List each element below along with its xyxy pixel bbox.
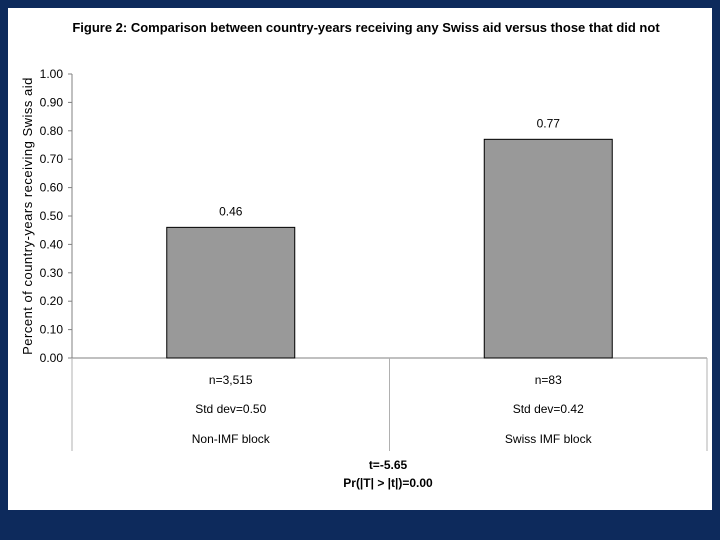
- t-statistic: t=-5.65: [369, 458, 408, 472]
- bar-value-label: 0.77: [537, 116, 561, 130]
- category-table-cell: n=83: [535, 373, 562, 387]
- y-tick-label: 0.50: [40, 209, 64, 223]
- p-value: Pr(|T| > |t|)=0.00: [343, 476, 433, 490]
- category-table-cell: n=3,515: [209, 373, 253, 387]
- plot-area: 0.00 0.10 0.20 0.30 0.40 0.50 0.60 0.70 0.80 0.90…: [40, 67, 708, 451]
- chart-title: Figure 2: Comparison between country-yea…: [72, 20, 660, 35]
- category-table-cell: Swiss IMF block: [505, 432, 593, 446]
- category-table-cell: Std dev=0.50: [195, 402, 266, 416]
- category-table-cell: Non-IMF block: [192, 432, 271, 446]
- y-tick-label: 0.40: [40, 237, 64, 251]
- y-axis-label: Percent of country-years receiving Swiss…: [20, 77, 35, 355]
- y-tick-label: 0.60: [40, 181, 64, 195]
- y-tick-label: 0.00: [40, 351, 64, 365]
- y-tick-label: 0.10: [40, 323, 64, 337]
- y-tick-label: 0.90: [40, 95, 64, 109]
- y-tick-label: 0.80: [40, 124, 64, 138]
- slide-bottom-band: [0, 512, 720, 540]
- bar-value-label: 0.46: [219, 204, 243, 218]
- bar: [166, 226, 296, 359]
- category-table-cell: Std dev=0.42: [513, 402, 584, 416]
- y-tick-label: 0.20: [40, 294, 64, 308]
- y-tick-label: 0.70: [40, 152, 64, 166]
- y-tick-label: 1.00: [40, 67, 64, 81]
- bar: [483, 138, 613, 359]
- y-tick-label: 0.30: [40, 266, 64, 280]
